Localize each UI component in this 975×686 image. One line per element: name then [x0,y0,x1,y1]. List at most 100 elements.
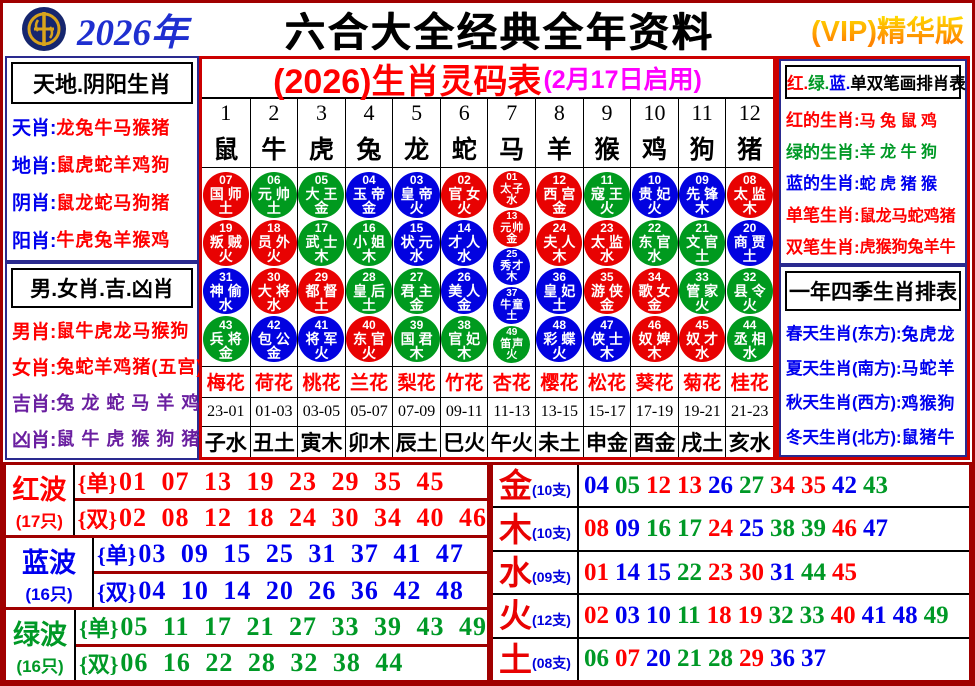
ball-element: 水 [218,296,233,313]
wave-name: 蓝波 [22,547,76,578]
wave-section: 红波 (17只) {单} 01 07 13 19 23 29 35 45 {双} 02 0… [3,462,490,538]
ball-number: 13 [506,210,518,222]
ball-number: 44 [743,317,757,332]
ball-element: 水 [647,248,662,265]
ball-number: 18 [267,221,281,236]
ball-element: 金 [362,200,377,217]
element-number: 11 [677,601,701,629]
ball-number: 07 [219,173,233,188]
wave-label: 蓝波 (16只) [6,537,94,608]
ball-number: 45 [695,317,709,332]
element-number: 26 [708,471,733,499]
ball-number: 12 [552,173,567,188]
ball-role: 员外 [257,234,294,251]
branch-cell: 丑土 [249,427,298,458]
ball-role: 奴婢 [638,330,675,347]
hour-cell: 09-11 [439,398,488,427]
side-item: 吉肖: 兔 龙 蛇 马 羊 鸡 [12,389,199,416]
element-count: (10支) [532,525,571,542]
table-title: (2026)生肖灵码表 [273,62,542,101]
side-item-label: 冬天生肖(北方): [786,428,902,447]
zodiac-cell: 鸡 [630,127,678,168]
element-number: 14 [615,558,640,586]
ball-role: 歌女 [638,282,675,299]
branch-cell: 巳火 [439,427,488,458]
title-part: 绿. [808,75,830,93]
branch-cell: 午火 [487,427,535,458]
ball-number: 33 [695,269,709,284]
side-item-label: 双笔生肖: [786,237,860,257]
zodiac-ball: 09 先锋木 [679,171,726,218]
element-number: 20 [646,645,671,673]
ball-column: 01 太子水 13 元帅金 25 秀才木 37 牛童土 49 笛声火 [487,168,535,366]
ball-role: 国师 [209,186,246,203]
zodiac-ball: 03 皇帝火 [393,171,440,218]
element-number: 04 [584,471,609,499]
zodiac-ball: 40 东官火 [346,316,393,363]
flower-cell: 桂花 [725,366,773,398]
ball-element: 木 [742,200,757,217]
element-number: 10 [646,601,671,629]
flower-cell: 松花 [582,366,631,398]
ball-number: 09 [695,173,709,188]
ball-element: 木 [647,344,662,361]
ball-number: 14 [457,221,471,236]
element-number: 13 [677,471,702,499]
element-count: (10支) [532,481,571,498]
zodiac-ball: 44 丞相水 [726,316,773,363]
ball-number: 48 [552,317,567,332]
ball-number: 05 [314,173,329,188]
flower-cell: 杏花 [487,366,535,398]
parity-label: {双} [97,579,137,605]
element-name: 木 [499,510,533,548]
zodiac-ball: 24 夫人木 [536,219,583,266]
ball-role: 元帅 [257,186,294,203]
color-stroke-title: 红.绿.蓝.单双笔画排肖表 [785,65,966,99]
parity-label: {单} [79,616,119,642]
wave-row: {单} 01 07 13 19 23 29 35 45 [75,465,487,498]
ball-number: 31 [219,269,233,284]
element-number: 08 [584,515,609,543]
side-item-value: 龙兔牛马猴猪 [56,117,171,138]
side-item: 秋天生肖(西方): 鸡猴狗 [786,389,960,414]
element-row: 火 (12支) 02 03 10 11 18 19 32 33 40 41 48 49 [493,593,969,637]
ball-role: 东官 [638,234,675,251]
zodiac-cell: 兔 [344,127,393,168]
flower-cell: 葵花 [630,366,678,398]
year-label: 2026年 [77,13,188,54]
wave-row: {单} 03 09 15 25 31 37 41 47 [94,538,487,571]
element-number: 02 [584,601,609,629]
zodiac-cell: 牛 [249,127,298,168]
flower-cell: 兰花 [344,366,393,398]
side-item-label: 红的生肖: [786,111,860,131]
ball-element: 木 [552,248,567,265]
number-cell: 9 [582,99,631,128]
ball-number: 16 [362,221,376,236]
zodiac-ball: 36 皇妃土 [536,268,583,315]
zodiac-cell: 猴 [582,127,631,168]
zodiac-ball: 46 奴婢木 [631,316,678,363]
ball-element: 火 [314,344,329,361]
ball-role: 西宫 [543,186,580,203]
ball-number: 49 [506,326,518,338]
ball-role: 游侠 [590,282,627,299]
wave-row: {单} 05 11 17 21 27 33 39 43 49 [76,610,487,643]
ball-element: 水 [266,296,281,313]
ball-element: 金 [599,296,614,313]
element-row: 土 (08支) 06 07 20 21 28 29 36 37 [493,636,969,681]
element-number: 47 [863,515,888,543]
flowers-row: 梅花 荷花 桃花 兰花 梨花 竹花 杏花 樱花 松花 葵花 菊花 桂花 [202,365,773,399]
flower-cell: 菊花 [677,366,726,398]
element-count: (09支) [532,568,571,585]
ball-role: 寇王 [590,186,627,203]
side-item-label: 绿的生肖: [786,142,860,162]
ball-element: 金 [552,200,567,217]
parity-label: {单} [77,470,117,496]
element-label: 金 (10支) [493,465,579,507]
elements-table: 金 (10支) 04 05 12 13 26 27 34 35 42 43 木 (10支) 08 09 16 17… [490,462,972,683]
wave-section: 绿波 (16只) {单} 05 11 17 21 27 33 39 43 49 {双} 0… [3,607,490,683]
side-item-value: 鸡猴狗 [901,393,956,413]
ball-element: 火 [742,296,757,313]
ball-role: 夫人 [543,234,580,251]
zodiac-ball: 13 元帅金 [493,209,531,247]
